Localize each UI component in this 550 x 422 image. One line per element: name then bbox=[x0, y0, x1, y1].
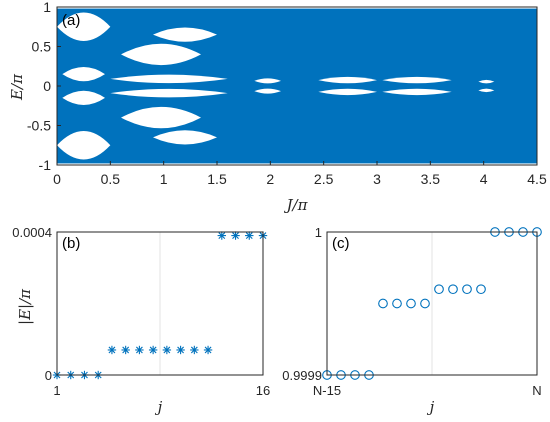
panel-a-y-tick-label: 0.5 bbox=[32, 39, 52, 55]
panel-a-y-tick-label: 1 bbox=[43, 0, 51, 15]
panel-b-point bbox=[190, 345, 199, 355]
panel-c-energy-scatter: N-15 N 1 0.9999 (c) j bbox=[282, 225, 542, 416]
panel-b-x-tick-label: 16 bbox=[256, 383, 270, 398]
panel-b-energy-scatter: 1 16 0.0004 0 (b) j |E|/π bbox=[12, 225, 270, 416]
panel-a-x-tick-label: 4.5 bbox=[527, 171, 547, 187]
panel-b-ticks: 1 16 0.0004 0 bbox=[12, 225, 270, 398]
panel-a-x-tick-label: 2.5 bbox=[314, 171, 334, 187]
panel-c-point bbox=[448, 284, 458, 295]
spectrum-gap-9 bbox=[254, 88, 281, 94]
panel-b-point bbox=[135, 345, 144, 355]
panel-a-x-tick-label: 2 bbox=[266, 171, 274, 187]
spectrum-gap-0 bbox=[57, 12, 111, 41]
spectrum-gaps bbox=[57, 12, 495, 160]
spectrum-gap-14 bbox=[478, 79, 495, 84]
panel-a-x-axis-label: J/π bbox=[284, 196, 309, 214]
spectrum-gap-4 bbox=[121, 43, 201, 66]
panel-a-label: (a) bbox=[62, 12, 80, 29]
panel-c-point bbox=[462, 284, 472, 295]
panel-a-y-ticks: 1 0.5 0 -0.5 -1 bbox=[27, 0, 61, 173]
spectrum-gap-8 bbox=[254, 78, 281, 84]
spectrum-gap-5 bbox=[121, 106, 201, 129]
panel-c-axes-frame bbox=[326, 231, 538, 376]
spectrum-gap-16 bbox=[153, 130, 217, 145]
panel-b-point bbox=[107, 345, 117, 355]
panel-b-point bbox=[148, 345, 158, 355]
panel-b-axes-frame bbox=[56, 231, 264, 376]
spectrum-gap-13 bbox=[382, 88, 452, 96]
spectrum-gap-12 bbox=[382, 76, 452, 84]
panel-c-point bbox=[406, 298, 416, 309]
panel-b-x-axis-label: j bbox=[155, 398, 163, 416]
spectrum-gap-1 bbox=[62, 67, 105, 82]
panel-a-x-tick-label: 3 bbox=[373, 171, 381, 187]
panel-c-y-tick-label: 0.9999 bbox=[282, 368, 322, 383]
panel-c-x-axis-label: j bbox=[427, 398, 435, 416]
panel-a-energy-spectrum: 0 0.5 1 1.5 2 2.5 3 3.5 4 4.5 1 0.5 0 -0.5 -1 (a) J/π… bbox=[8, 0, 547, 214]
panel-a-x-tick-label: 3.5 bbox=[421, 171, 441, 187]
panel-b-point bbox=[203, 345, 213, 355]
panel-b-point bbox=[217, 231, 226, 240]
panel-b-y-tick-label: 0.0004 bbox=[12, 225, 52, 240]
panel-a-x-tick-label: 4 bbox=[480, 171, 488, 187]
panel-b-point bbox=[245, 231, 254, 240]
panel-c-point bbox=[434, 284, 444, 295]
spectrum-gap-15 bbox=[478, 88, 495, 93]
panel-b-label: (b) bbox=[62, 235, 80, 252]
panel-c-point bbox=[392, 298, 402, 309]
panel-c-x-tick-label: N bbox=[532, 383, 541, 398]
spectrum-fill bbox=[57, 8, 537, 164]
panel-b-point bbox=[231, 231, 240, 240]
panel-a-x-tick-label: 1.5 bbox=[207, 171, 227, 187]
panel-b-y-tick-label: 0 bbox=[45, 368, 52, 383]
panel-b-x-tick-label: 1 bbox=[53, 383, 60, 398]
panel-c-x-tick-label: N-15 bbox=[313, 383, 341, 398]
panel-a-x-tick-label: 1 bbox=[160, 171, 168, 187]
panel-a-y-tick-label: -1 bbox=[39, 157, 52, 173]
panel-b-point bbox=[121, 345, 130, 355]
spectrum-gap-7 bbox=[110, 88, 228, 98]
panel-a-y-tick-label: 0 bbox=[43, 78, 51, 94]
panel-a-x-tick-label: 0 bbox=[53, 171, 61, 187]
panel-c-point bbox=[420, 298, 430, 309]
spectrum-gap-10 bbox=[318, 76, 377, 84]
spectrum-gap-6 bbox=[110, 74, 228, 84]
panel-c-y-tick-label: 1 bbox=[315, 225, 322, 240]
panel-a-y-axis-label: E/π bbox=[8, 73, 26, 101]
panel-b-point bbox=[162, 345, 172, 355]
panel-a-x-tick-label: 0.5 bbox=[101, 171, 121, 187]
spectrum-gap-17 bbox=[153, 27, 217, 42]
spectrum-gap-11 bbox=[318, 88, 377, 96]
panel-a-y-tick-label: -0.5 bbox=[27, 118, 51, 134]
panel-c-point bbox=[378, 298, 388, 309]
panel-c-ticks: N-15 N 1 0.9999 bbox=[282, 225, 541, 398]
panel-b-y-axis-label: |E|/π bbox=[16, 288, 34, 325]
panel-b-point bbox=[176, 345, 185, 355]
panel-c-point bbox=[476, 284, 486, 295]
panel-a-x-ticks: 0 0.5 1 1.5 2 2.5 3 3.5 4 4.5 bbox=[53, 161, 547, 187]
spectrum-gap-3 bbox=[57, 131, 111, 160]
panel-c-label: (c) bbox=[332, 235, 350, 252]
spectrum-band-area bbox=[57, 8, 537, 164]
spectrum-gap-2 bbox=[62, 90, 105, 105]
